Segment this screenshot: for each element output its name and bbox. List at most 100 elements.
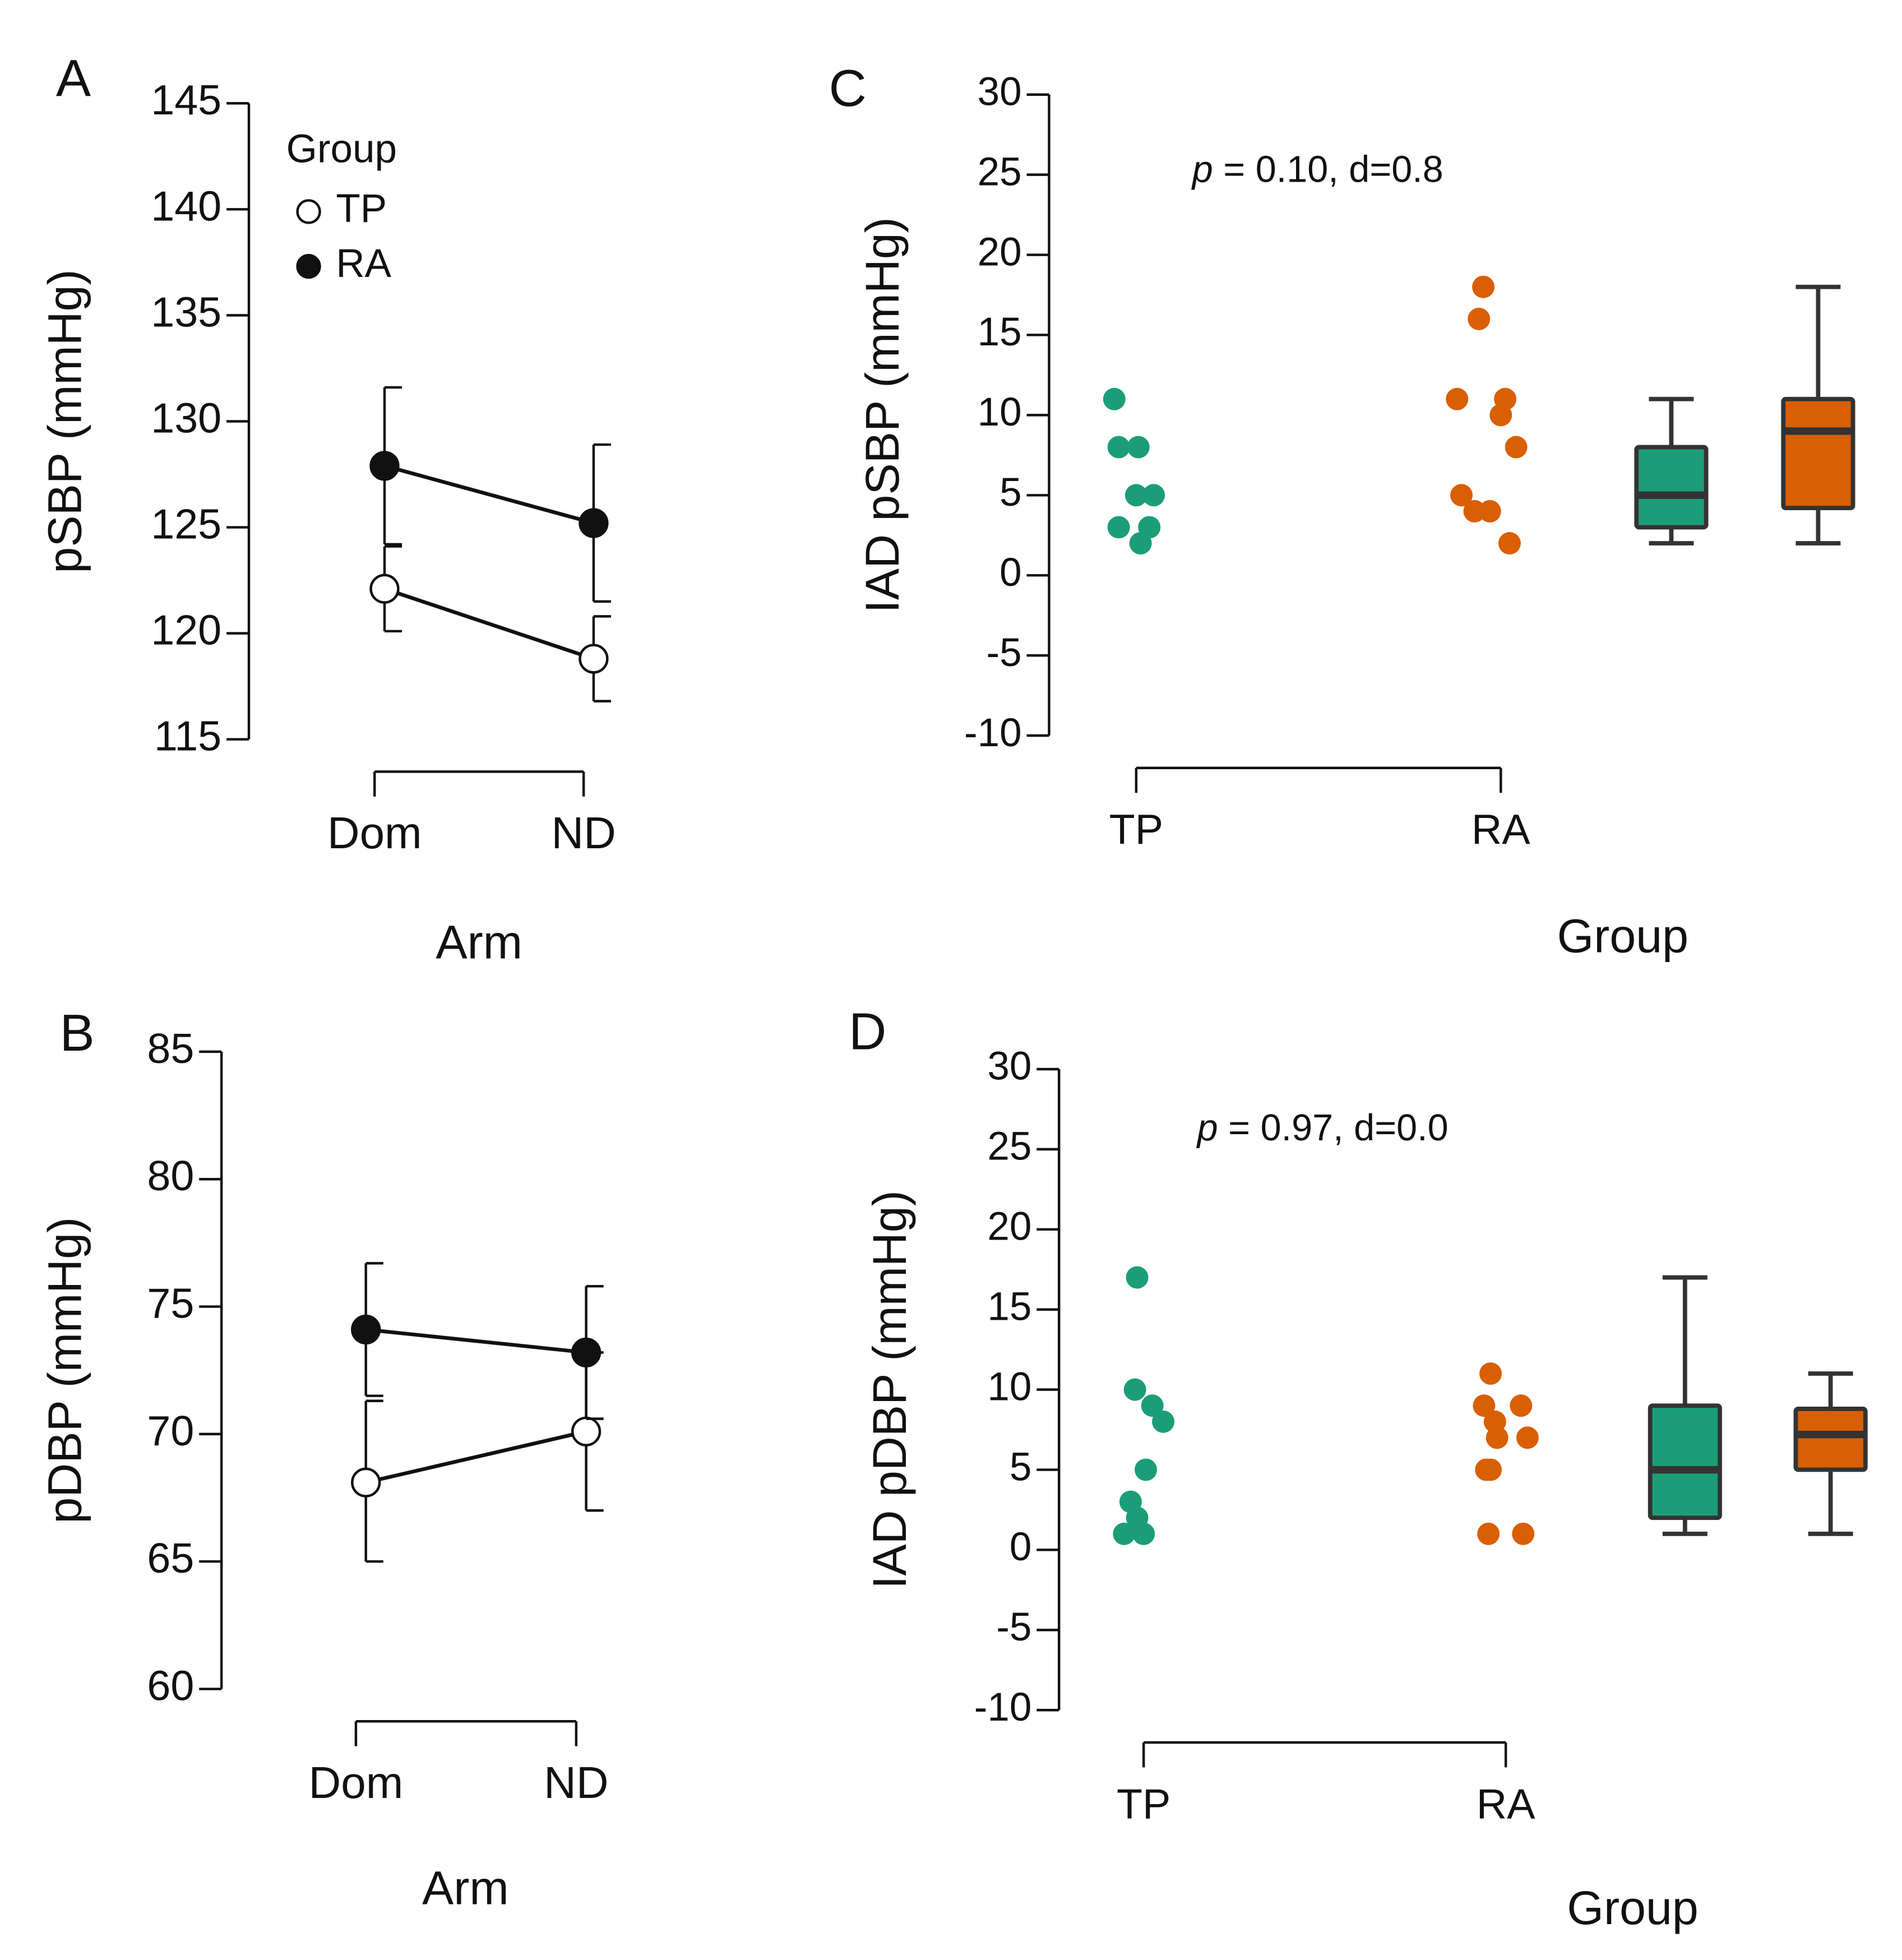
data-point-ra xyxy=(1512,1522,1535,1545)
box-ra xyxy=(1793,1407,1868,1472)
stat-text: = 0.10, d=0.8 xyxy=(1213,149,1443,190)
y-tick-label: 70 xyxy=(147,1407,194,1454)
data-point-tp xyxy=(1127,436,1150,459)
y-tick-label: 130 xyxy=(151,394,221,441)
y-tick-label: 15 xyxy=(978,310,1022,354)
y-tick-label: 30 xyxy=(987,1044,1031,1089)
y-axis-label: pDBP (mmHg) xyxy=(38,1217,91,1524)
data-point-tp xyxy=(1107,436,1130,459)
x-tick-label: TP xyxy=(1109,806,1163,853)
stat-annotation: p = 0.10, d=0.8 xyxy=(1191,149,1443,190)
data-point-tp xyxy=(1124,484,1147,507)
stat-annotation: p = 0.97, d=0.0 xyxy=(1196,1107,1449,1148)
data-point-ra xyxy=(1498,532,1521,555)
legend-label-ra: RA xyxy=(336,242,391,286)
data-point-ra xyxy=(351,1314,381,1345)
legend-title: Group xyxy=(286,127,397,172)
p-symbol: p xyxy=(1191,149,1213,190)
x-axis-label: Arm xyxy=(422,1862,509,1915)
y-tick-label: 65 xyxy=(147,1534,194,1582)
data-point-ra xyxy=(1489,404,1512,427)
y-tick-label: 15 xyxy=(987,1284,1031,1329)
data-point-ra xyxy=(579,508,609,538)
y-tick-label: -10 xyxy=(974,1685,1032,1730)
y-tick-label: 80 xyxy=(147,1152,194,1199)
box-ra xyxy=(1781,396,1855,511)
data-point-tp xyxy=(351,1467,381,1497)
y-tick-label: 60 xyxy=(147,1662,194,1709)
panel-letter: D xyxy=(849,1002,886,1061)
data-point-tp xyxy=(369,574,400,604)
data-point-ra xyxy=(1516,1426,1539,1449)
series-line-ra xyxy=(365,1328,586,1355)
y-tick-label: 20 xyxy=(987,1205,1031,1249)
data-point-ra xyxy=(1473,1394,1496,1417)
y-axis-label: IAD pSBP (mmHg) xyxy=(856,217,909,613)
data-point-ra xyxy=(1478,500,1501,523)
data-point-ra xyxy=(1463,500,1486,523)
panel-d: D -10 -5 0 5 10 15 20 25 30 IAD pDBP (mmHg) TP RA Gro… xyxy=(849,1002,1868,1934)
y-tick-label: -10 xyxy=(964,711,1022,755)
y-tick-label: 75 xyxy=(147,1279,194,1326)
y-tick-label: 145 xyxy=(151,76,221,123)
data-point-ra xyxy=(1468,307,1491,330)
x-axis-label: Arm xyxy=(436,916,522,968)
panel-a: A 115 120 125 130 135 140 145 pSBP (mmHg) Dom ND Ar… xyxy=(38,49,616,968)
data-point-tp xyxy=(1107,516,1130,539)
y-tick-label: 120 xyxy=(151,607,221,654)
x-tick-label: TP xyxy=(1117,1780,1170,1827)
p-symbol: p xyxy=(1196,1107,1218,1148)
data-point-ra xyxy=(1477,1522,1500,1545)
y-tick-label: 10 xyxy=(978,390,1022,434)
y-tick-label: 5 xyxy=(999,470,1022,515)
series-line-ra xyxy=(384,464,594,525)
data-point-tp xyxy=(1113,1522,1136,1545)
data-point-ra xyxy=(369,451,400,481)
series-line-tp xyxy=(383,587,594,661)
y-tick-label: 30 xyxy=(978,70,1022,114)
data-point-tp xyxy=(1103,387,1126,410)
y-tick-label: 140 xyxy=(151,182,221,229)
data-point-tp xyxy=(1135,1458,1158,1481)
data-point-ra xyxy=(1446,387,1469,410)
y-tick-label: 25 xyxy=(987,1125,1031,1169)
data-point-tp xyxy=(1132,1522,1155,1545)
x-axis-label: Group xyxy=(1567,1882,1698,1934)
box-tp xyxy=(1634,445,1709,530)
legend-marker-tp xyxy=(296,199,321,224)
stat-text: = 0.97, d=0.0 xyxy=(1218,1107,1449,1148)
y-tick-label: 115 xyxy=(154,713,221,760)
data-point-ra xyxy=(1479,1458,1502,1481)
data-point-ra xyxy=(1485,1426,1508,1449)
panel-letter: A xyxy=(56,49,91,107)
x-tick-label: Dom xyxy=(327,808,422,858)
x-axis-label: Group xyxy=(1557,909,1688,962)
data-point-ra xyxy=(1450,484,1473,507)
data-point-tp xyxy=(1123,1378,1146,1401)
data-point-tp xyxy=(579,644,609,674)
y-tick-label: 20 xyxy=(978,230,1022,274)
x-tick-label: ND xyxy=(551,808,616,858)
y-tick-label: 85 xyxy=(147,1025,194,1072)
y-tick-label: -5 xyxy=(986,631,1021,675)
data-point-ra xyxy=(1510,1394,1533,1417)
y-tick-label: 0 xyxy=(999,551,1022,595)
data-point-tp xyxy=(1152,1410,1175,1433)
data-point-tp xyxy=(571,1416,601,1446)
data-point-tp xyxy=(1138,516,1161,539)
legend-marker-ra xyxy=(296,253,321,279)
panel-letter: C xyxy=(829,59,867,117)
y-tick-label: 135 xyxy=(151,288,221,335)
y-tick-label: 5 xyxy=(1010,1445,1032,1489)
x-tick-label: ND xyxy=(544,1758,608,1808)
legend-label-tp: TP xyxy=(336,187,387,231)
data-point-ra xyxy=(1505,436,1528,459)
data-point-tp xyxy=(1141,1394,1164,1417)
panel-c: C -10 -5 0 5 10 15 20 25 30 IAD pSBP (mmHg) TP RA Gro… xyxy=(829,59,1855,962)
data-point-ra xyxy=(1472,275,1495,298)
panel-b: B 60 65 70 75 80 85 pDBP (mmHg) Dom ND Arm xyxy=(38,1004,608,1915)
y-tick-label: -5 xyxy=(996,1605,1031,1649)
series-line-tp xyxy=(365,1430,587,1485)
y-axis-label: pSBP (mmHg) xyxy=(38,269,91,573)
